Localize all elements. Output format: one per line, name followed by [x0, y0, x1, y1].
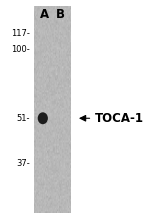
Text: B: B: [56, 8, 65, 21]
Text: TOCA-1: TOCA-1: [95, 112, 144, 125]
Text: 37-: 37-: [16, 159, 30, 168]
Text: 117-: 117-: [11, 29, 30, 38]
Ellipse shape: [38, 112, 48, 124]
Text: 51-: 51-: [16, 114, 30, 123]
Text: 100-: 100-: [11, 45, 30, 54]
Text: A: A: [40, 8, 49, 21]
